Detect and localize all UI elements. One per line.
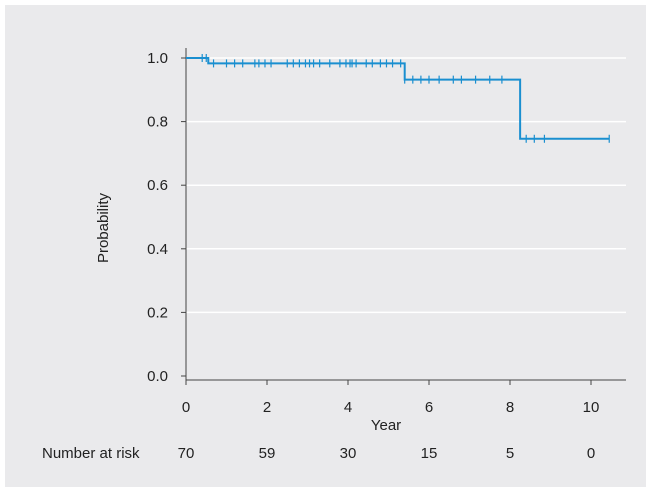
risk-table-counts: 70 59 30 15 5 0 — [178, 445, 596, 462]
x-tick-label-1: 2 — [263, 399, 271, 416]
x-tick-label-3: 6 — [425, 399, 433, 416]
survival-step-line — [186, 57, 610, 140]
chart-panel — [5, 5, 646, 487]
x-tick-label-4: 8 — [506, 399, 514, 416]
y-tick-label-5: 1.0 — [147, 50, 168, 67]
x-axis-title: Year — [371, 417, 401, 434]
x-tick-labels: 0 2 4 6 8 10 — [182, 399, 600, 416]
y-tick-label-2: 0.4 — [147, 241, 168, 258]
risk-count-4: 5 — [506, 445, 514, 462]
risk-count-5: 0 — [587, 445, 595, 462]
x-tick-label-0: 0 — [182, 399, 190, 416]
y-tick-label-3: 0.6 — [147, 177, 168, 194]
risk-table-label: Number at risk — [42, 445, 140, 462]
y-tick-label-1: 0.2 — [147, 304, 168, 321]
y-tick-label-0: 0.0 — [147, 368, 168, 385]
axes — [181, 48, 626, 385]
grid — [186, 57, 626, 314]
risk-count-1: 59 — [259, 445, 276, 462]
y-axis-title: Probability — [95, 192, 112, 263]
y-tick-label-4: 0.8 — [147, 114, 168, 131]
series — [186, 57, 610, 140]
risk-count-0: 70 — [178, 445, 195, 462]
y-tick-labels: 0.0 0.2 0.4 0.6 0.8 1.0 — [147, 50, 168, 385]
risk-count-2: 30 — [340, 445, 357, 462]
x-tick-label-5: 10 — [583, 399, 600, 416]
risk-count-3: 15 — [421, 445, 438, 462]
x-tick-label-2: 4 — [344, 399, 352, 416]
censor-marks — [201, 54, 610, 143]
